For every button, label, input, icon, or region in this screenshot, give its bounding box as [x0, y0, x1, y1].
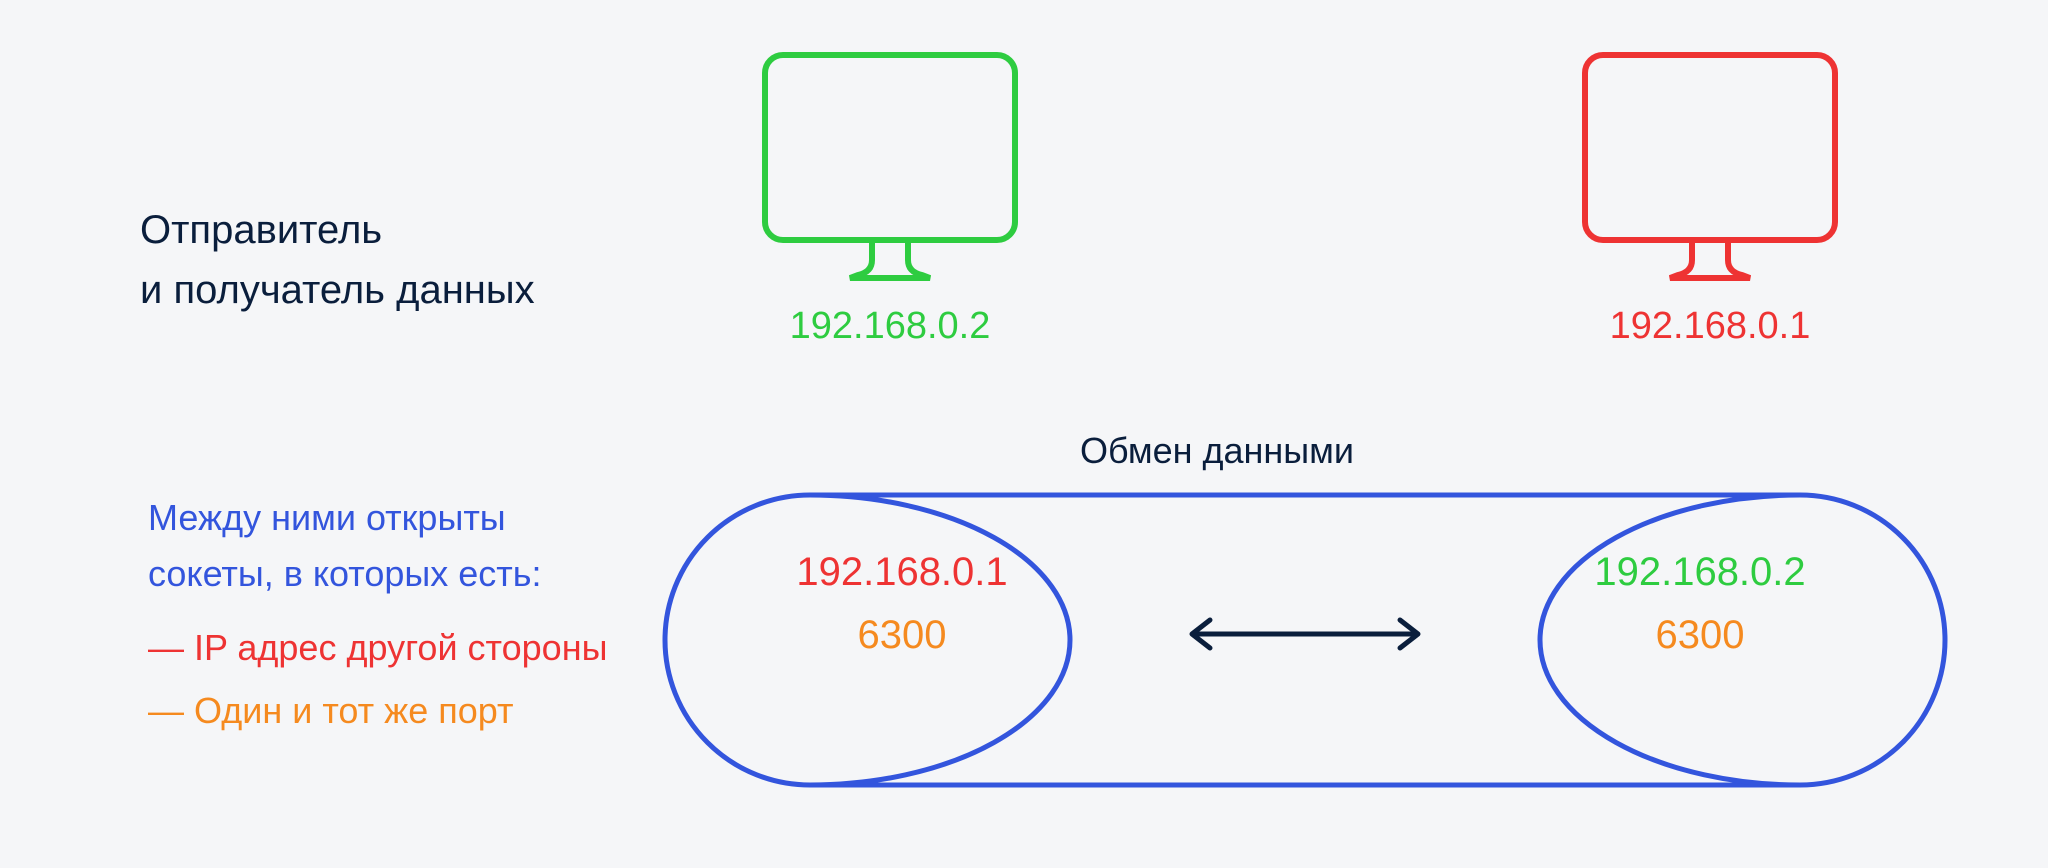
monitor-icon — [1580, 50, 1840, 285]
right-socket: 192.168.0.2 6300 — [1570, 550, 1830, 658]
right-socket-port: 6300 — [1656, 613, 1745, 658]
monitor-icon — [760, 50, 1020, 285]
socket-capsule: 192.168.0.1 6300 192.168.0.2 6300 — [660, 490, 1950, 795]
left-socket: 192.168.0.1 6300 — [772, 550, 1032, 658]
bidirectional-arrow-icon — [1180, 614, 1430, 659]
sidebar-description: Между ними открыты сокеты, в которых ест… — [148, 490, 607, 739]
exchange-label: Обмен данными — [1080, 430, 1354, 472]
left-socket-port: 6300 — [858, 613, 947, 658]
sender-monitor: 192.168.0.2 — [760, 50, 1020, 348]
sidebar-line-2: сокеты, в которых есть: — [148, 553, 542, 594]
title-line-1: Отправитель — [140, 208, 382, 252]
sidebar-intro: Между ними открыты сокеты, в которых ест… — [148, 490, 607, 602]
left-socket-ip: 192.168.0.1 — [796, 550, 1007, 595]
sidebar-bullet-ip: — IP адрес другой стороны — [148, 620, 607, 676]
sender-ip: 192.168.0.2 — [790, 305, 991, 348]
diagram-title: Отправитель и получатель данных — [140, 200, 535, 320]
receiver-monitor: 192.168.0.1 — [1580, 50, 1840, 348]
title-line-2: и получатель данных — [140, 268, 535, 312]
sidebar-line-1: Между ними открыты — [148, 497, 506, 538]
right-socket-ip: 192.168.0.2 — [1594, 550, 1805, 595]
receiver-ip: 192.168.0.1 — [1610, 305, 1811, 348]
sidebar-bullet-port: — Один и тот же порт — [148, 683, 607, 739]
